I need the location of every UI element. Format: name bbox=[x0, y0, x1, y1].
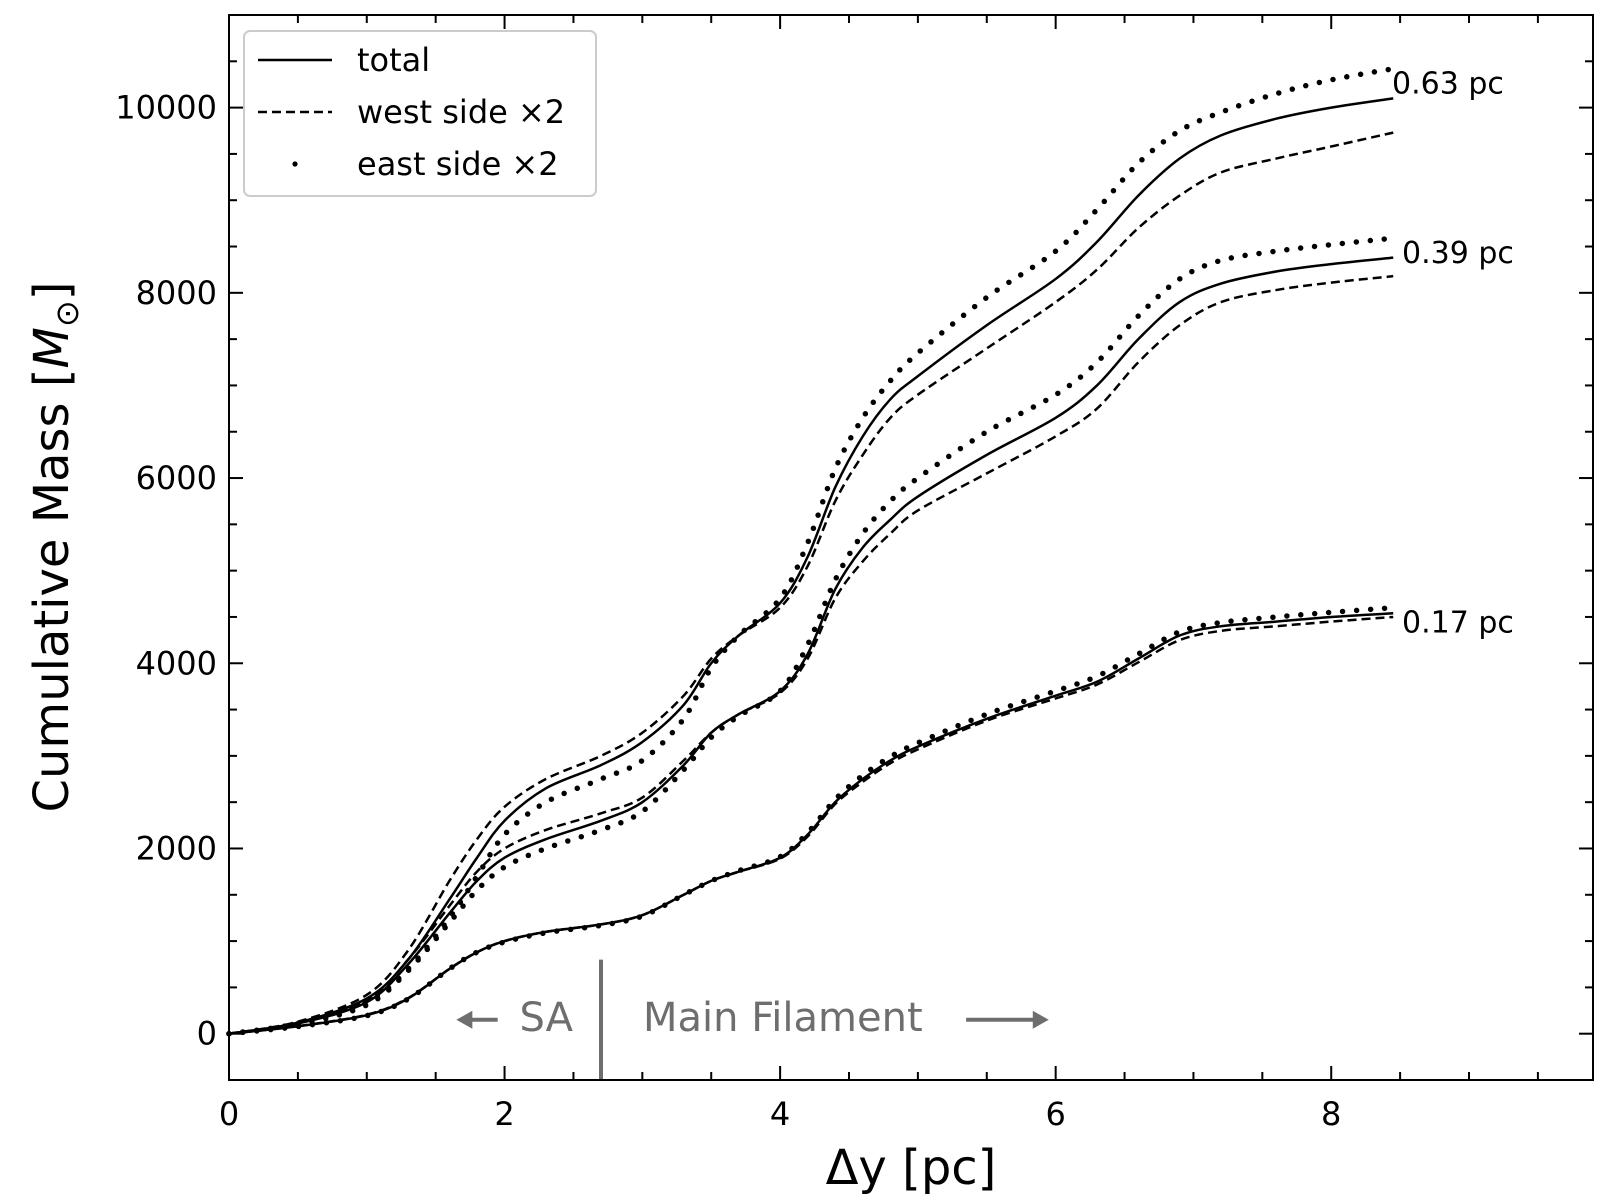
x-tick-label: 0 bbox=[219, 1095, 239, 1133]
legend-box bbox=[243, 30, 597, 197]
y-axis-label-main: Cumulative Mass [ bbox=[24, 368, 80, 812]
legend-swatch-east bbox=[292, 161, 298, 167]
group-label-0.63pc: 0.63 pc bbox=[1392, 67, 1504, 102]
y-axis-label-sub: ⊙ bbox=[48, 300, 86, 327]
y-axis-label: Cumulative Mass [M⊙] bbox=[24, 281, 86, 812]
y-tick-label: 0 bbox=[197, 1015, 217, 1053]
x-tick-label: 6 bbox=[1045, 1095, 1065, 1133]
x-tick-label: 2 bbox=[494, 1095, 514, 1133]
plot-frame bbox=[228, 14, 1594, 1081]
group-label-0.17pc: 0.17 pc bbox=[1402, 606, 1514, 641]
y-tick-labels: 0 2000 4000 6000 8000 10000 bbox=[115, 89, 217, 1053]
annotations: SA Main Filament bbox=[456, 959, 1049, 1080]
series-line-solid-group0 bbox=[228, 97, 1394, 1035]
sa-region-label: SA bbox=[520, 995, 574, 1041]
legend-label-east: east side ×2 bbox=[357, 145, 559, 183]
series-line-dashed-group2 bbox=[228, 615, 1394, 1035]
series-line-dashed-group1 bbox=[228, 274, 1394, 1035]
series-line-dotted-group0 bbox=[226, 65, 1396, 1037]
y-tick-label: 10000 bbox=[115, 89, 217, 127]
group-labels: 0.63 pc 0.39 pc 0.17 pc bbox=[1392, 67, 1514, 641]
group-label-0.39pc: 0.39 pc bbox=[1402, 236, 1514, 271]
main-filament-label: Main Filament bbox=[643, 995, 923, 1041]
left-arrow-head bbox=[456, 1010, 473, 1029]
x-tick-label: 8 bbox=[1321, 1095, 1341, 1133]
series-line-dotted-group1 bbox=[226, 235, 1396, 1037]
legend-label-west: west side ×2 bbox=[357, 93, 565, 131]
y-tick-label: 4000 bbox=[136, 644, 217, 682]
series-line-dashed-group0 bbox=[228, 131, 1394, 1035]
y-axis-label-symbol: M bbox=[24, 327, 80, 368]
right-arrow-head bbox=[1032, 1010, 1049, 1029]
y-tick-label: 6000 bbox=[136, 459, 217, 497]
y-tick-label: 2000 bbox=[136, 829, 217, 867]
y-tick-label: 8000 bbox=[136, 274, 217, 312]
series-line-solid-group1 bbox=[228, 256, 1394, 1035]
x-axis-label: Δy [pc] bbox=[826, 1140, 997, 1196]
series-layer bbox=[226, 65, 1396, 1037]
legend-label-total: total bbox=[357, 41, 430, 79]
axis-ticks bbox=[228, 14, 1593, 1081]
y-axis-label-end: ] bbox=[24, 281, 80, 300]
x-tick-labels: 0 2 4 6 8 bbox=[219, 1095, 1342, 1133]
legend: total west side ×2 east side ×2 bbox=[243, 30, 597, 197]
x-tick-label: 4 bbox=[770, 1095, 790, 1133]
